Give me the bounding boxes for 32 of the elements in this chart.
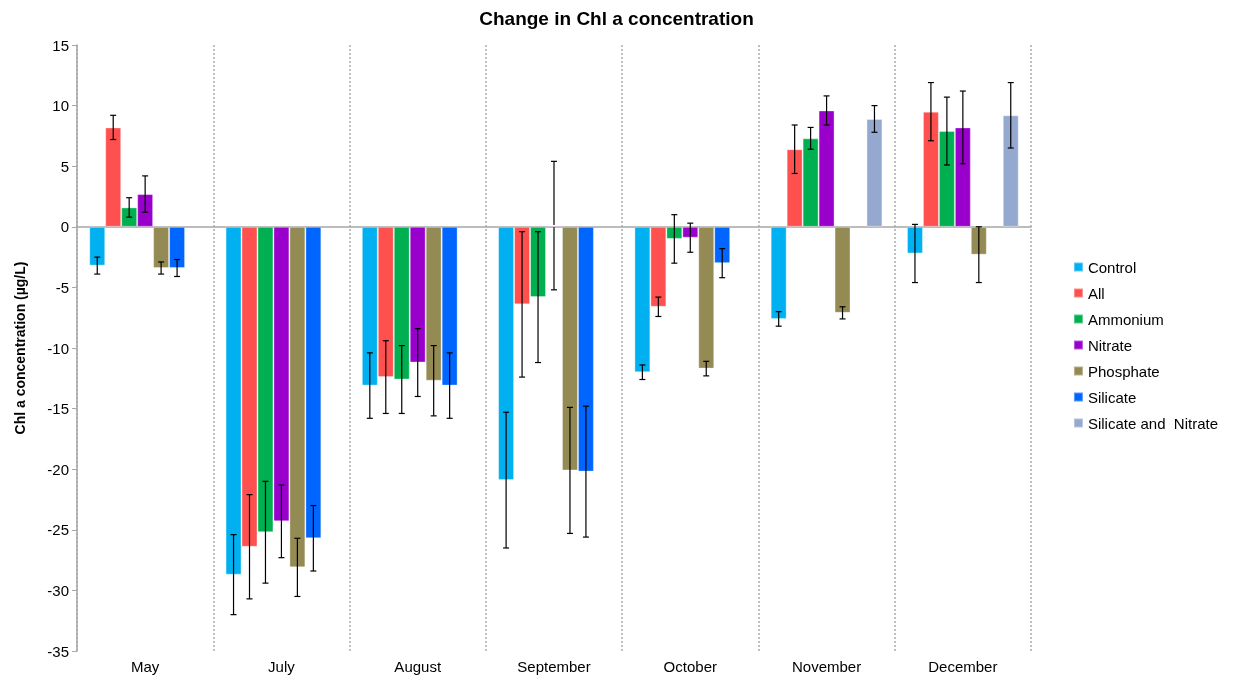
- x-tick-label: August: [394, 658, 442, 675]
- legend-label: Phosphate: [1087, 362, 1160, 380]
- x-tick-label: May: [130, 658, 160, 675]
- y-tick-label: 0: [60, 218, 69, 236]
- legend-label: Silicate: [1087, 388, 1137, 406]
- chart-title: Change in Chl a concentration: [479, 8, 754, 29]
- y-tick-label: 15: [52, 36, 69, 54]
- legend-label: Control: [1087, 258, 1137, 276]
- y-tick-label: -30: [47, 581, 69, 599]
- y-tick-label: 10: [52, 97, 69, 115]
- y-tick-label: -5: [55, 278, 69, 296]
- y-tick-label: 5: [60, 157, 69, 175]
- y-tick-label: -10: [47, 339, 69, 357]
- bar: [970, 226, 987, 255]
- x-tick-label: November: [791, 658, 862, 675]
- y-tick-label: -20: [47, 460, 69, 478]
- legend-label: Ammonium: [1087, 310, 1164, 328]
- bar: [770, 226, 787, 319]
- x-tick-label: July: [268, 658, 296, 675]
- y-tick-label: -35: [47, 642, 69, 660]
- bar: [866, 118, 883, 227]
- x-tick-label: September: [517, 658, 591, 675]
- legend-label: Nitrate: [1087, 336, 1133, 354]
- y-axis-title: Chl a concentration (µg/L): [12, 261, 28, 435]
- x-tick-label: October: [663, 658, 717, 675]
- x-tick-label: December: [928, 658, 998, 675]
- legend-label: Silicate and Nitrate: [1087, 414, 1219, 432]
- bar: [89, 226, 106, 266]
- bar: [1002, 115, 1019, 227]
- y-tick-label: -25: [47, 521, 69, 539]
- y-tick-label: -15: [47, 400, 69, 418]
- legend-label: All: [1087, 284, 1105, 302]
